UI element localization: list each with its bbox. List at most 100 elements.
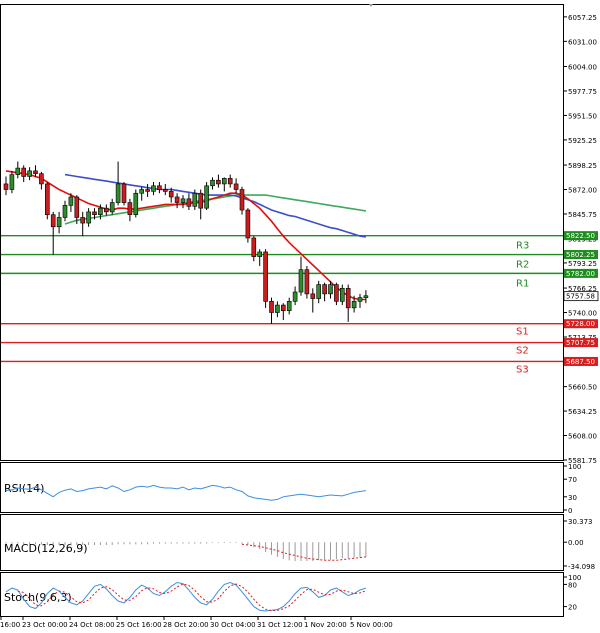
candle-body	[98, 207, 103, 215]
candle-body	[39, 173, 44, 185]
macd-tick-label: -34.098	[568, 563, 595, 571]
stoch-tick-label: 80	[568, 581, 577, 589]
price-tick-label: 5898.25	[568, 162, 597, 170]
candle-body	[251, 237, 257, 257]
candle-body	[80, 217, 85, 224]
candle-body	[345, 287, 351, 309]
candle-body	[186, 198, 192, 207]
level-tag-label: 5782.00	[566, 270, 595, 278]
level-tag-r3	[564, 231, 598, 241]
candle-body	[109, 202, 115, 213]
level-tag-label: 5728.00	[566, 320, 595, 328]
price-tick-label: 5713.75	[568, 334, 597, 342]
stoch-tick-label: 20	[568, 604, 577, 612]
candle-body	[9, 174, 15, 190]
level-name-r2: R2	[516, 260, 529, 271]
candle-body	[133, 192, 139, 215]
current-price-tag: 5757.58	[563, 291, 599, 302]
time-axis: 16:00 23 Oct 00:00 24 Oct 08:00 25 Oct 16:0…	[0, 617, 393, 629]
level-tag-label: 5802.25	[566, 251, 595, 259]
chart-shift-marker-icon[interactable]	[369, 4, 373, 7]
macd-signal-line	[241, 543, 366, 561]
candle-body	[15, 167, 21, 175]
ma-slow-line	[64, 173, 367, 238]
candle-body	[74, 196, 80, 218]
candle-body	[145, 189, 150, 192]
candle-body	[310, 293, 316, 299]
level-tag-r1	[564, 268, 598, 278]
candle-body	[92, 211, 97, 215]
ma-fast-line	[5, 170, 366, 301]
candle-body	[3, 183, 9, 190]
level-name-s3: S3	[516, 364, 529, 375]
level-name-s1: S1	[516, 327, 529, 338]
candle-body	[151, 185, 156, 192]
level-tag-s3	[564, 356, 598, 366]
price-tick-label: 6031.00	[568, 38, 597, 46]
candle-body	[174, 196, 180, 203]
price-tick-label: 5608.00	[568, 433, 597, 441]
candlestick-series	[3, 161, 369, 324]
candle-body	[304, 269, 310, 295]
time-tick-label: 28 Oct 20:00	[163, 621, 209, 629]
candle-body	[157, 185, 162, 190]
candle-body	[180, 198, 186, 203]
candle-body	[127, 202, 133, 215]
candle-body	[168, 191, 174, 198]
candle-body	[68, 196, 74, 206]
candle-body	[227, 178, 233, 185]
rsi-tick-label: 100	[568, 463, 581, 471]
candle-body	[86, 211, 91, 224]
candle-body	[363, 295, 369, 298]
support-resistance-levels: 5822.50 R3 5802.25 R2 5782.00 R1 5728.00 S1 5707…	[1, 231, 598, 375]
candle-body	[257, 251, 263, 257]
candle-body	[163, 189, 168, 192]
price-tick-label: 5845.75	[568, 211, 597, 219]
macd-tick-label: 0.00	[568, 539, 584, 547]
price-tick-label: 5581.75	[568, 457, 597, 465]
rsi-tick-label: 30	[568, 494, 577, 502]
current-price-label: 5757.58	[566, 293, 595, 301]
time-tick-label: 30 Oct 04:00	[210, 621, 256, 629]
price-tick-label: 5872.00	[568, 187, 597, 195]
macd-label: MACD(12,26,9)	[4, 542, 88, 555]
candle-body	[328, 284, 333, 295]
candle-body	[44, 183, 50, 215]
price-tick-label: 5793.25	[568, 260, 597, 268]
rsi-line	[5, 484, 366, 501]
price-tick-label: 5977.75	[568, 88, 597, 96]
candle-body	[239, 189, 245, 211]
price-tick-label: 5634.25	[568, 408, 597, 416]
price-tick-label: 5766.25	[568, 285, 597, 293]
candle-body	[316, 284, 322, 299]
candle-body	[298, 269, 304, 293]
price-tick-label: 6057.25	[568, 14, 597, 22]
macd-panel: MACD(12,26,9) 30.373 0.00 -34.098	[4, 518, 595, 571]
candle-body	[50, 214, 56, 228]
moving-averages	[5, 170, 367, 301]
candle-body	[115, 183, 121, 203]
stoch-d-line	[17, 583, 367, 612]
candle-body	[192, 192, 198, 207]
candle-body	[269, 301, 274, 313]
time-tick-label: 23 Oct 00:00	[22, 621, 68, 629]
candle-body	[286, 301, 292, 311]
time-tick-label: 25 Oct 16:00	[116, 621, 162, 629]
candle-body	[322, 284, 327, 295]
rsi-tick-label: 70	[568, 476, 577, 484]
candle-body	[139, 189, 144, 194]
current-price-box	[563, 291, 599, 302]
candle-body	[62, 205, 68, 218]
stoch-tick-label: 100	[568, 574, 581, 582]
candle-body	[204, 185, 209, 209]
candle-body	[275, 304, 280, 313]
candle-body	[233, 183, 239, 190]
time-tick-label: 1 Nov 20:00	[304, 621, 347, 629]
macd-tick-label: 30.373	[568, 518, 593, 526]
time-tick-label: 5 Nov 00:00	[350, 621, 393, 629]
price-tick-label: 6004.00	[568, 64, 597, 72]
